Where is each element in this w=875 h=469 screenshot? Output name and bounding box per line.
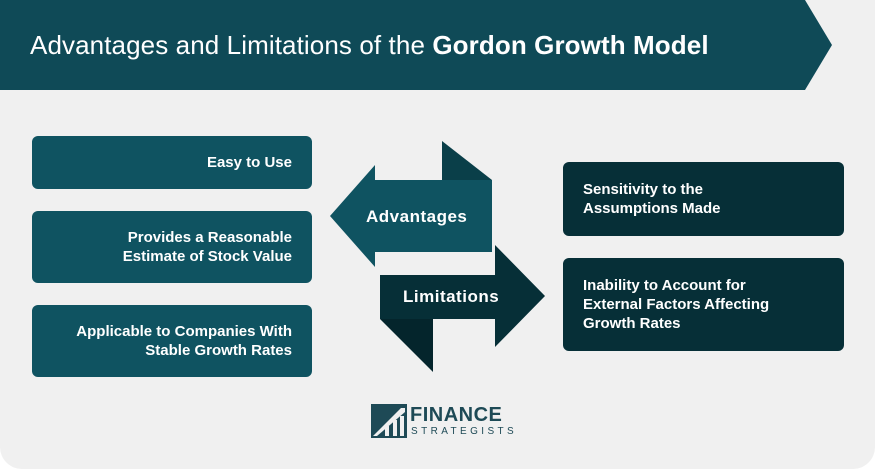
logo-name: FINANCE — [410, 404, 503, 426]
advantage-box-reasonable-estimate: Provides a Reasonable Estimate of Stock … — [32, 211, 312, 283]
title-banner — [0, 0, 832, 90]
logo-subtitle: STRATEGISTS — [411, 426, 518, 437]
advantages-arrow-fold — [442, 141, 492, 180]
limitation-text: Growth Rates — [583, 315, 681, 332]
advantage-box-easy-to-use: Easy to Use — [32, 136, 312, 189]
title-bold: Gordon Growth Model — [432, 30, 709, 60]
limitation-box-external-factors: Inability to Account for External Factor… — [563, 258, 844, 351]
limitation-text: Assumptions Made — [583, 200, 721, 217]
advantage-text: Provides a Reasonable — [127, 229, 292, 246]
limitations-label: Limitations — [403, 287, 500, 306]
limitation-text: Inability to Account for — [583, 277, 746, 294]
limitation-box-sensitivity: Sensitivity to the Assumptions Made — [563, 162, 844, 236]
advantage-text: Applicable to Companies With — [76, 323, 292, 340]
limitation-text: External Factors Affecting — [583, 296, 770, 313]
arrows-diagram — [330, 141, 545, 372]
advantages-arrow — [330, 165, 492, 267]
limitation-text: Sensitivity to the — [583, 181, 704, 198]
advantage-text: Stable Growth Rates — [145, 342, 292, 359]
advantage-text: Easy to Use — [206, 154, 292, 171]
page-title: Advantages and Limitations of the Gordon… — [30, 0, 709, 90]
limitations-arrow — [380, 245, 545, 347]
title-regular: Advantages and Limitations of the — [30, 30, 433, 60]
advantage-box-stable-growth: Applicable to Companies With Stable Grow… — [32, 305, 312, 377]
limitations-arrow-fold — [380, 319, 433, 372]
finance-strategists-logo-icon — [371, 404, 407, 438]
advantages-label: Advantages — [366, 207, 468, 226]
advantage-text: Estimate of Stock Value — [122, 248, 292, 265]
